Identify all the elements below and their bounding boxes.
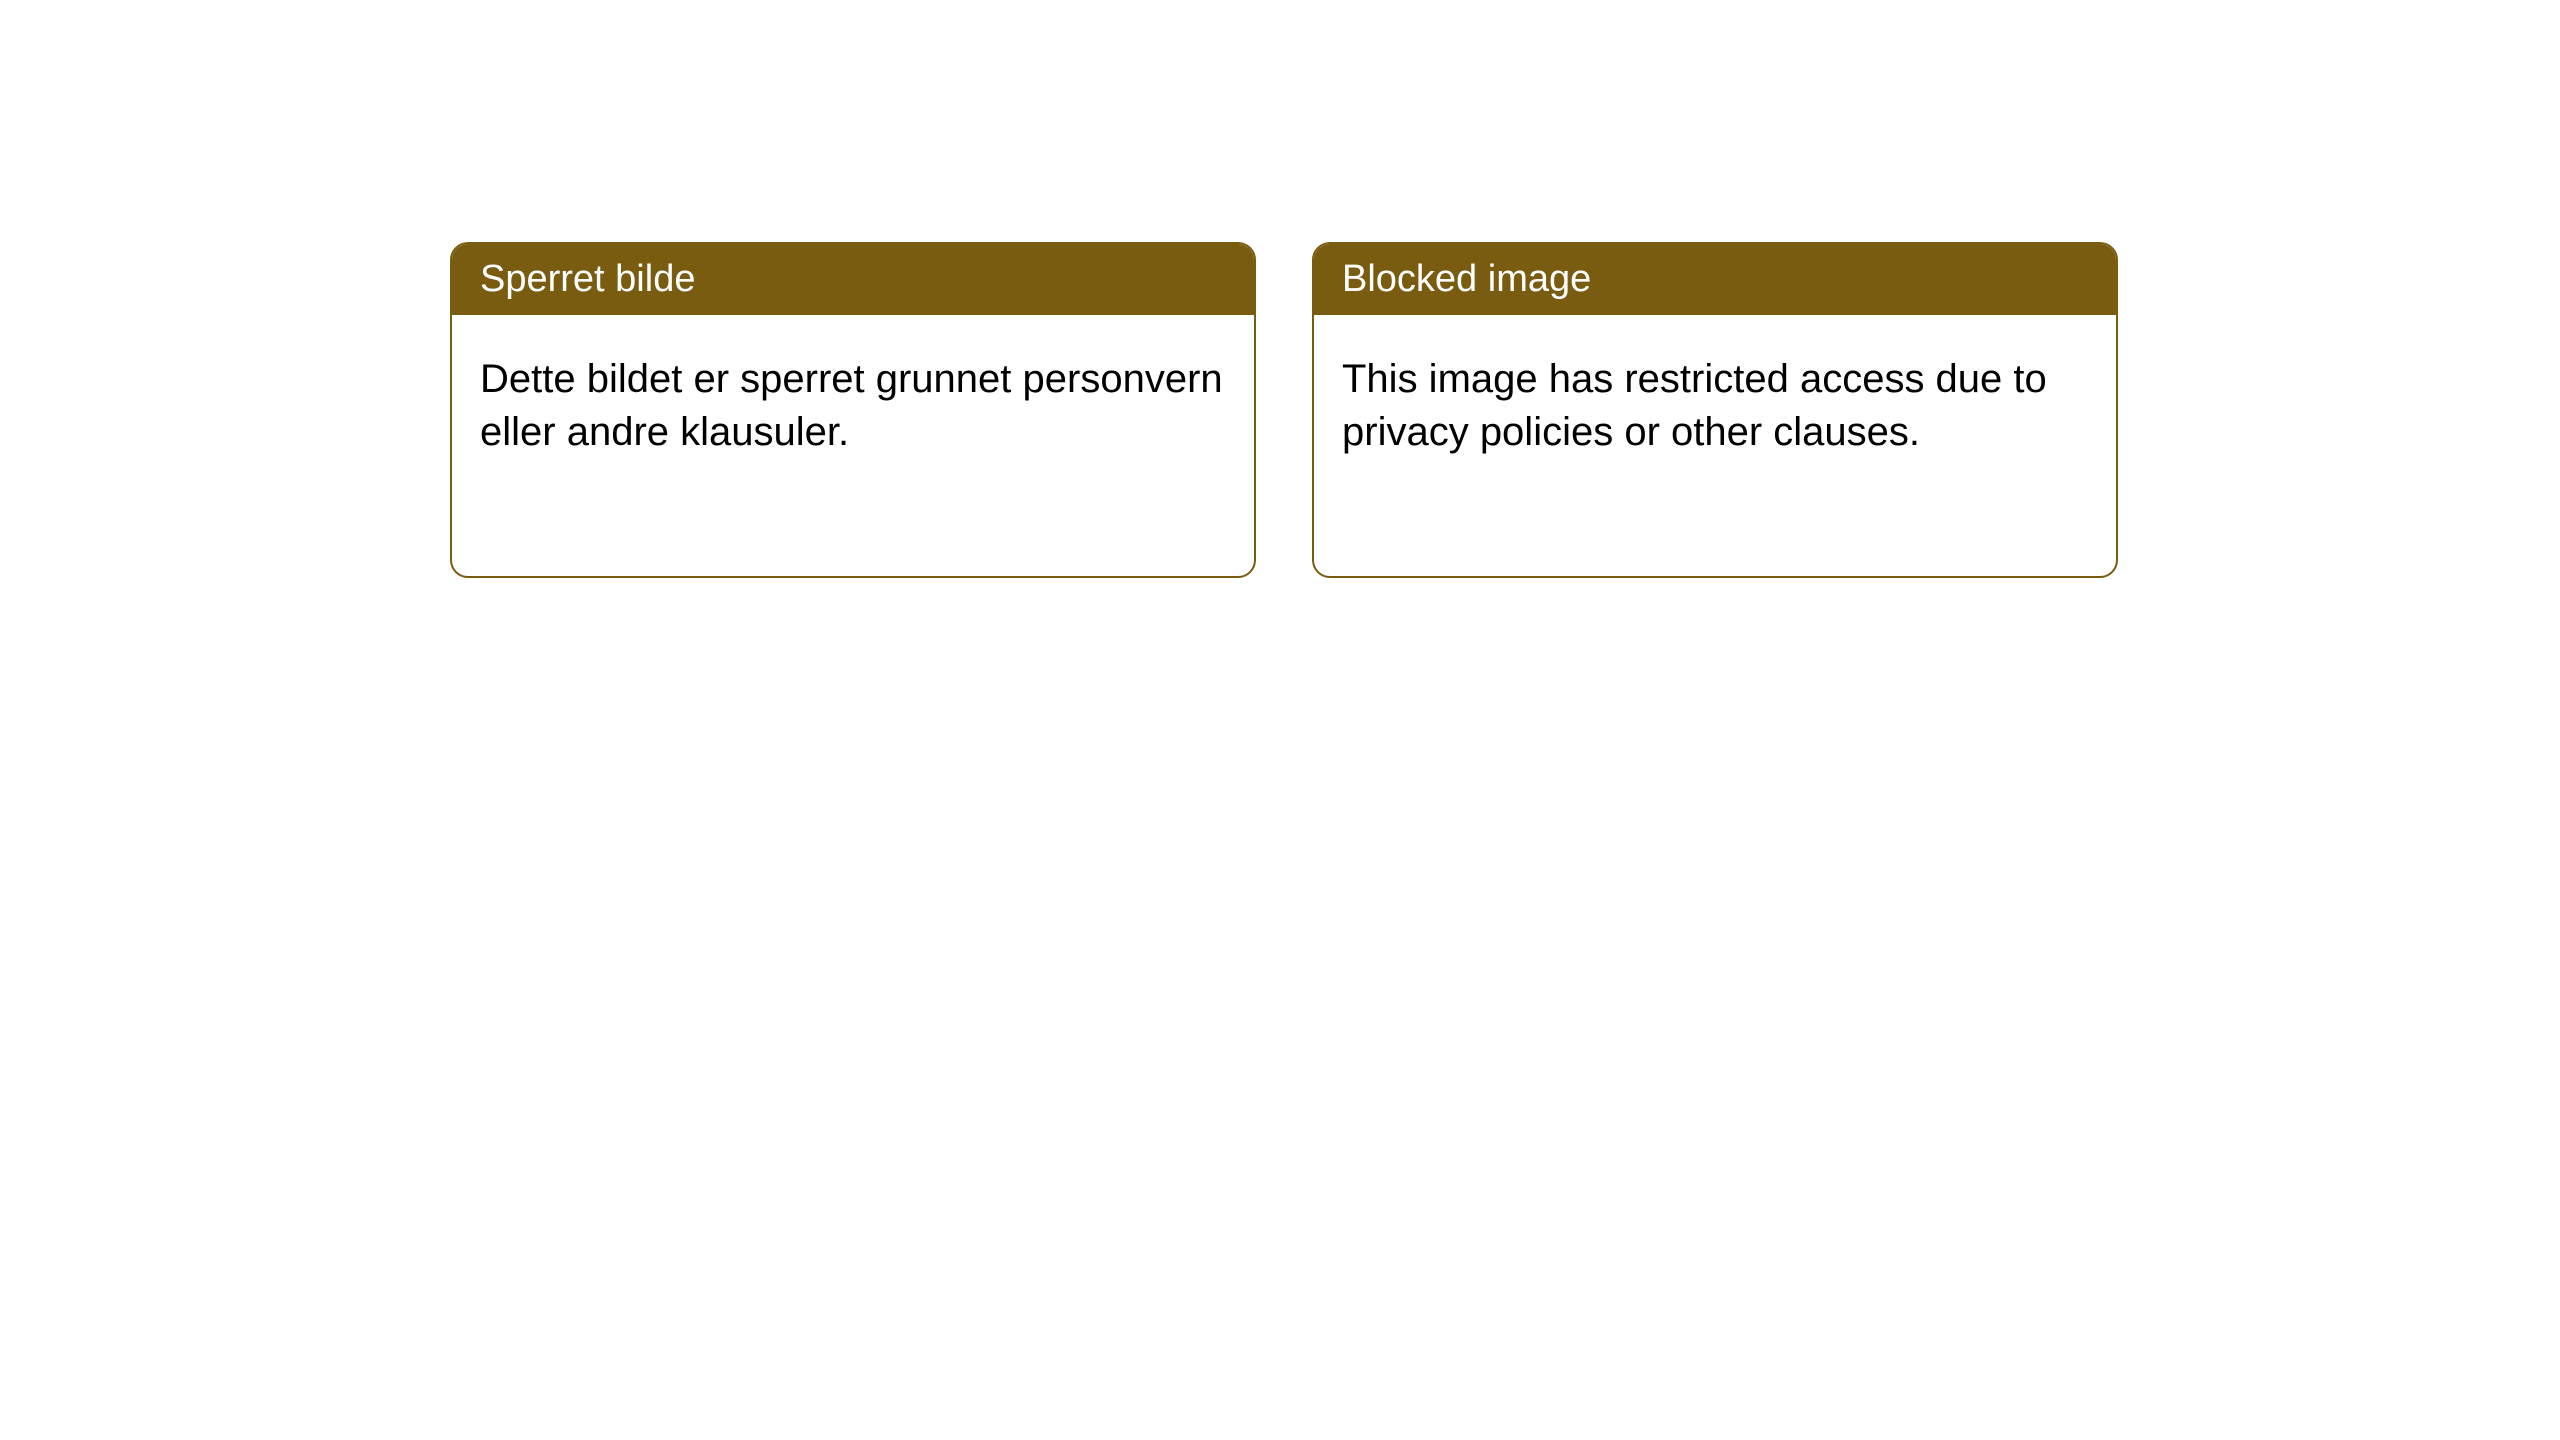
notice-card-norwegian: Sperret bilde Dette bildet er sperret gr…: [450, 242, 1256, 578]
notice-body: Dette bildet er sperret grunnet personve…: [452, 315, 1254, 497]
notice-body-text: Dette bildet er sperret grunnet personve…: [480, 357, 1223, 454]
notice-body-text: This image has restricted access due to …: [1342, 357, 2047, 454]
notice-title: Blocked image: [1342, 258, 1591, 300]
notice-body: This image has restricted access due to …: [1314, 315, 2116, 497]
notice-header: Sperret bilde: [452, 244, 1254, 315]
notice-header: Blocked image: [1314, 244, 2116, 315]
notice-title: Sperret bilde: [480, 258, 695, 300]
notice-card-english: Blocked image This image has restricted …: [1312, 242, 2118, 578]
notice-container: Sperret bilde Dette bildet er sperret gr…: [0, 0, 2560, 578]
